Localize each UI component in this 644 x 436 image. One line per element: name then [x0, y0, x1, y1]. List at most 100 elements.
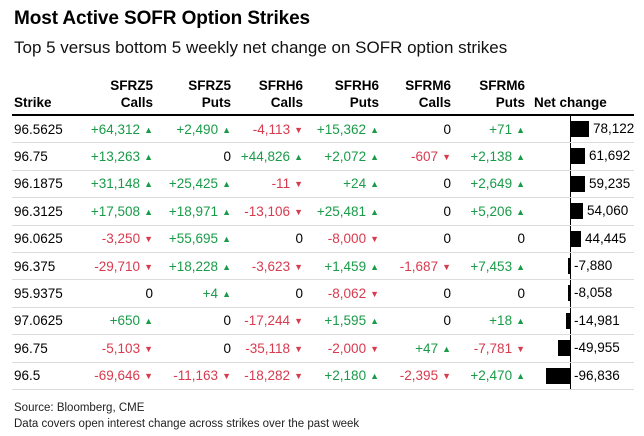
value-cell: +4 ▲ — [156, 279, 234, 308]
value-text: +25,425 — [168, 176, 219, 192]
value-cell: +25,425 ▲ — [156, 170, 234, 199]
table-row: 96.5625 +64,312 ▲ +2,490 ▲ -4,113 ▼ +15,362 ▲ 0 +7… — [12, 115, 634, 144]
value-cell: +2,490 ▲ — [156, 115, 234, 144]
triangle-up-icon: ▲ — [516, 124, 525, 135]
value-cell: 0 — [234, 279, 306, 308]
value-text: -18,282 — [244, 368, 291, 384]
strike-cell: 96.3125 — [12, 197, 78, 226]
triangle-up-icon: ▲ — [222, 206, 231, 217]
value-cell: -3,623 ▼ — [234, 252, 306, 281]
value-cell: -11,163 ▼ — [156, 362, 234, 390]
value-cell: +47 ▲ — [382, 334, 454, 363]
triangle-down-icon: ▼ — [144, 234, 153, 245]
value-cell: 0 — [382, 115, 454, 144]
value-text: -7,781 — [473, 340, 513, 356]
table-row: 96.3125 +17,508 ▲ +18,971 ▲ -13,106 ▼ +25,481 ▲ 0… — [12, 197, 634, 226]
value-cell: 0 — [454, 225, 528, 253]
net-change-axis — [570, 280, 571, 307]
net-change-bar — [570, 230, 581, 247]
value-text: 0 — [223, 149, 231, 165]
column-header-sfrz5-puts: SFRZ5 Puts — [156, 77, 234, 116]
column-header-sfrm6-calls: SFRM6 Calls — [382, 77, 454, 116]
net-change-axis — [570, 335, 571, 362]
value-text: +15,362 — [316, 121, 367, 137]
value-cell: -1,687 ▼ — [382, 252, 454, 281]
value-cell: 0 — [382, 225, 454, 253]
value-text: 0 — [517, 286, 525, 302]
net-change-bar — [566, 312, 570, 329]
value-cell: 0 — [382, 197, 454, 226]
triangle-up-icon: ▲ — [516, 316, 525, 327]
net-change-bar — [558, 340, 570, 357]
triangle-up-icon: ▲ — [370, 124, 379, 135]
triangle-up-icon: ▲ — [144, 152, 153, 163]
net-change-cell: -14,981 — [528, 307, 634, 336]
value-cell: 0 — [156, 307, 234, 336]
value-cell: -11 ▼ — [234, 170, 306, 199]
value-cell: -8,000 ▼ — [306, 225, 382, 253]
column-header-sfrh6-puts: SFRH6 Puts — [306, 77, 382, 116]
table-row: 96.1875 +31,148 ▲ +25,425 ▲ -11 ▼ +24 ▲ 0 +2,649 ▲ 5… — [12, 170, 634, 199]
net-change-cell: 78,122 — [528, 115, 634, 144]
value-text: 0 — [443, 313, 451, 329]
strike-cell: 95.9375 — [12, 279, 78, 308]
value-cell: 0 — [382, 279, 454, 308]
triangle-up-icon: ▲ — [370, 206, 379, 217]
value-cell: -18,282 ▼ — [234, 362, 306, 390]
page-title: Most Active SOFR Option Strikes — [14, 8, 311, 29]
value-text: -607 — [411, 149, 439, 165]
value-text: +2,649 — [470, 176, 513, 192]
net-change-label: -7,880 — [574, 257, 613, 273]
value-cell: +24 ▲ — [306, 170, 382, 199]
net-change-cell: -7,880 — [528, 252, 634, 281]
value-cell: -3,250 ▼ — [78, 225, 156, 253]
value-cell: +18 ▲ — [454, 307, 528, 336]
value-text: +1,595 — [324, 313, 367, 329]
triangle-down-icon: ▼ — [294, 343, 303, 354]
value-cell: +64,312 ▲ — [78, 115, 156, 144]
net-change-axis — [570, 252, 571, 280]
triangle-up-icon: ▲ — [516, 261, 525, 272]
net-change-cell: -8,058 — [528, 279, 634, 308]
triangle-down-icon: ▼ — [294, 206, 303, 217]
triangle-down-icon: ▼ — [442, 371, 451, 382]
value-text: +1,459 — [324, 258, 367, 274]
value-text: -2,395 — [399, 368, 439, 384]
value-cell: +2,138 ▲ — [454, 142, 528, 171]
triangle-down-icon: ▼ — [144, 371, 153, 382]
value-text: +17,508 — [90, 203, 141, 219]
value-cell: +71 ▲ — [454, 115, 528, 144]
value-text: +7,453 — [470, 258, 513, 274]
value-cell: -69,646 ▼ — [78, 362, 156, 390]
net-change-cell: 59,235 — [528, 170, 634, 199]
value-cell: 0 — [78, 279, 156, 308]
value-text: +2,490 — [176, 121, 219, 137]
net-change-label: -49,955 — [574, 340, 620, 356]
table-row: 97.0625 +650 ▲ 0 -17,244 ▼ +1,595 ▲ 0 +18 ▲ -14,981 — [12, 307, 634, 336]
triangle-up-icon: ▲ — [222, 289, 231, 300]
column-header-net-change: Net change — [528, 77, 634, 116]
value-text: 0 — [517, 231, 525, 247]
strike-cell: 96.75 — [12, 142, 78, 171]
column-header-sfrm6-puts: SFRM6 Puts — [454, 77, 528, 116]
triangle-up-icon: ▲ — [222, 234, 231, 245]
value-text: +71 — [489, 121, 513, 137]
table-row: 96.375 -29,710 ▼ +18,228 ▲ -3,623 ▼ +1,459 ▲ -1,6… — [12, 252, 634, 281]
table-body: 96.5625 +64,312 ▲ +2,490 ▲ -4,113 ▼ +15,362 ▲ 0 +7… — [12, 115, 634, 390]
net-change-cell: -49,955 — [528, 334, 634, 363]
value-cell: -4,113 ▼ — [234, 115, 306, 144]
value-cell: +650 ▲ — [78, 307, 156, 336]
net-change-cell: 61,692 — [528, 142, 634, 171]
triangle-up-icon: ▲ — [370, 316, 379, 327]
value-cell: -13,106 ▼ — [234, 197, 306, 226]
strike-cell: 96.1875 — [12, 170, 78, 199]
value-cell: 0 — [382, 307, 454, 336]
value-text: -3,623 — [251, 258, 291, 274]
value-text: +18,228 — [168, 258, 219, 274]
value-text: 0 — [443, 176, 451, 192]
table-row: 96.0625 -3,250 ▼ +55,695 ▲ 0 -8,000 ▼ 0 0 44,445 — [12, 225, 634, 253]
value-text: +47 — [415, 340, 439, 356]
value-text: +2,072 — [324, 149, 367, 165]
value-text: +55,695 — [168, 231, 219, 247]
column-header-sfrz5-calls: SFRZ5 Calls — [78, 77, 156, 116]
